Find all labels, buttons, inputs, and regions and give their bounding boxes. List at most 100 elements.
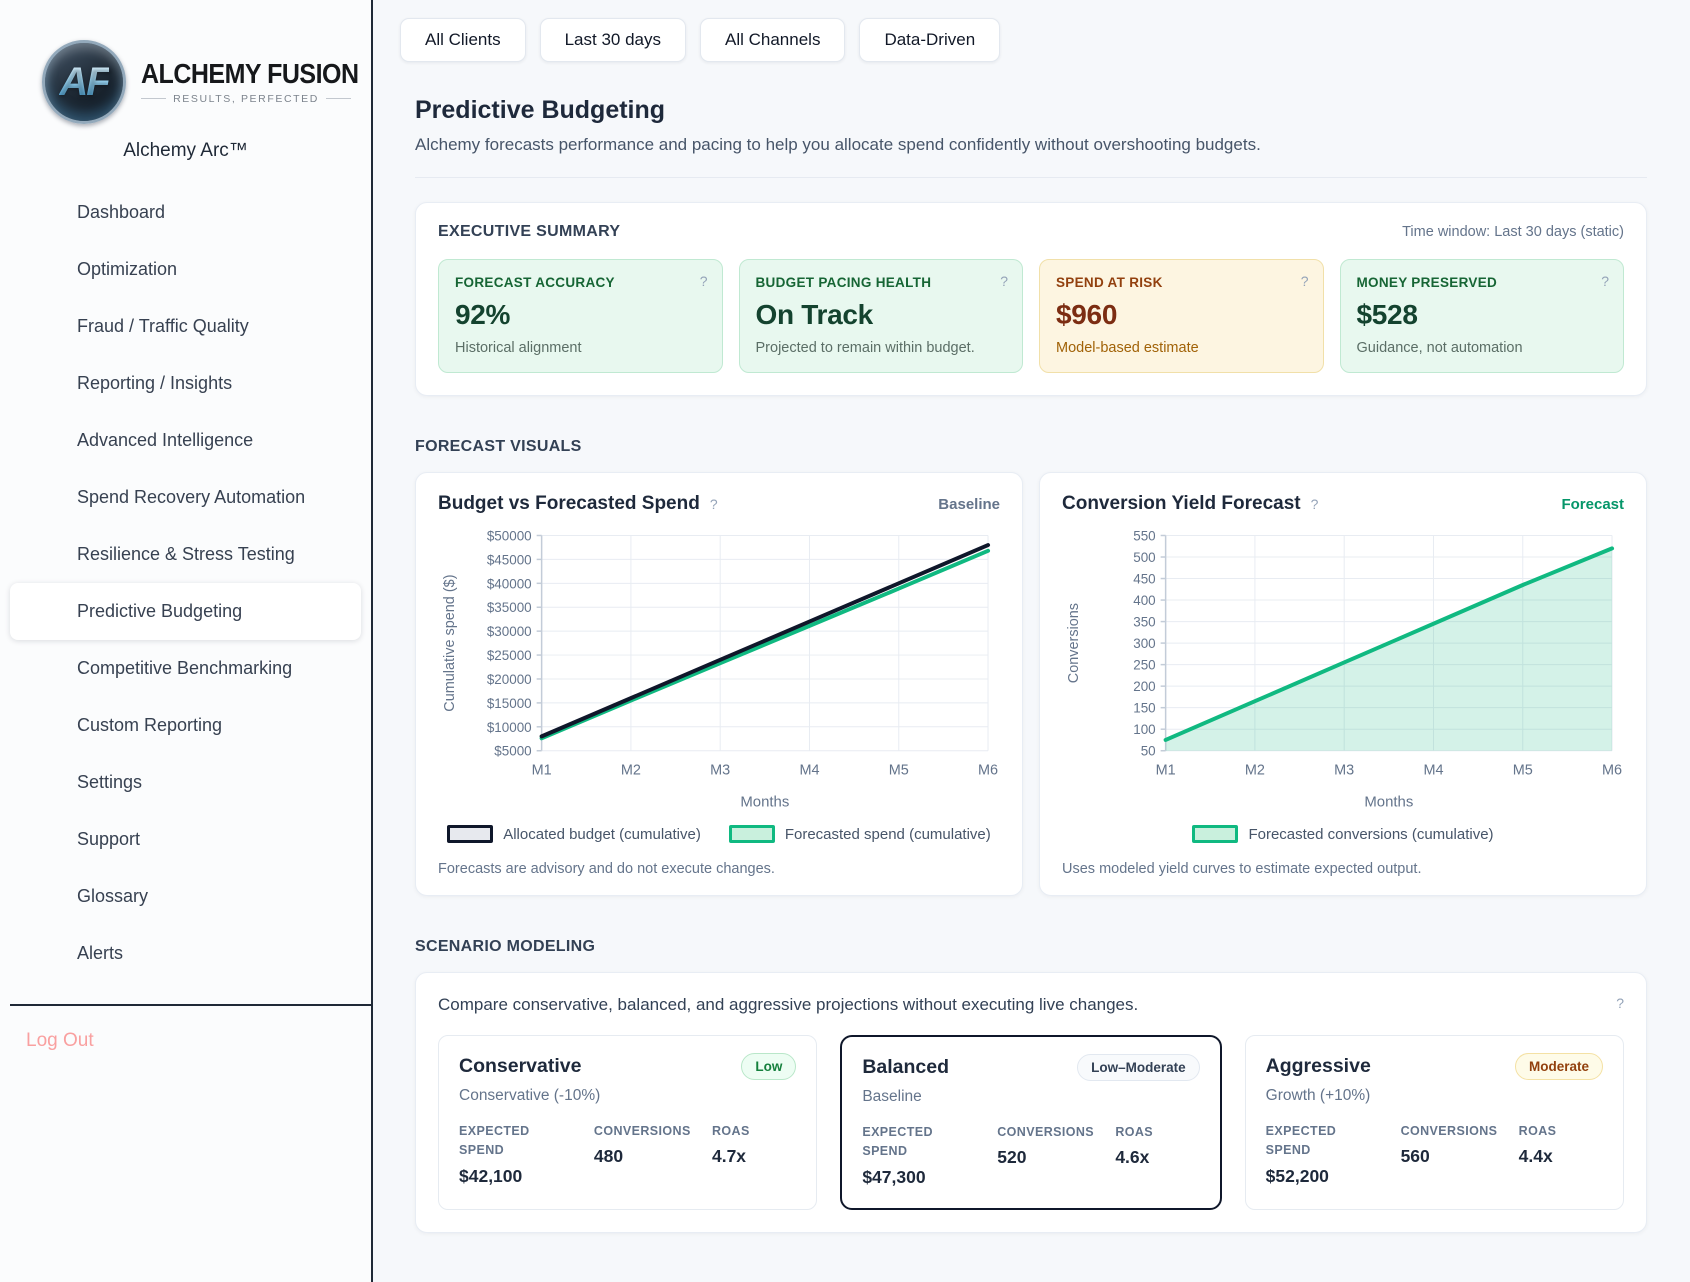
scenario-subtitle: Conservative (-10%) <box>459 1087 601 1104</box>
filter-pill-last-30-days[interactable]: Last 30 days <box>539 18 686 62</box>
x-axis-title: Months <box>740 794 789 811</box>
sidebar-item-fraud-traffic-quality[interactable]: Fraud / Traffic Quality <box>0 298 371 355</box>
sidebar-item-spend-recovery-automation[interactable]: Spend Recovery Automation <box>0 469 371 526</box>
sidebar-item-label: Fraud / Traffic Quality <box>77 316 249 336</box>
sidebar-item-reporting-insights[interactable]: Reporting / Insights <box>0 355 371 412</box>
scenario-name: Conservative <box>459 1055 582 1077</box>
scenario-card-balanced[interactable]: Balanced Low–Moderate Baseline EXPECTED … <box>840 1035 1222 1210</box>
scenario-risk-badge: Low <box>741 1053 797 1080</box>
scenario-risk-badge: Moderate <box>1514 1053 1603 1080</box>
main-content: All Clients Last 30 days All Channels Data-… <box>373 0 1690 1282</box>
svg-text:350: 350 <box>1133 615 1155 630</box>
filter-pill-all-channels[interactable]: All Channels <box>700 18 846 62</box>
logout-link[interactable]: Log Out <box>26 1030 94 1051</box>
stat-caption: Guidance, not automation <box>1356 340 1523 356</box>
sidebar-item-label: Competitive Benchmarking <box>77 658 293 678</box>
sidebar-item-resilience-stress-testing[interactable]: Resilience & Stress Testing <box>0 526 371 583</box>
sidebar-item-predictive-budgeting[interactable]: Predictive Budgeting <box>10 583 361 640</box>
help-icon[interactable]: ? <box>1300 273 1309 289</box>
executive-summary-panel: EXECUTIVE SUMMARY Time window: Last 30 d… <box>415 202 1647 396</box>
y-axis-title: Cumulative spend ($) <box>442 574 458 711</box>
sidebar-item-label: Support <box>77 829 141 849</box>
sidebar-item-support[interactable]: Support <box>0 811 371 868</box>
legend-item: Forecasted conversions (cumulative) <box>1192 825 1494 843</box>
sidebar-item-settings[interactable]: Settings <box>0 754 371 811</box>
svg-text:$15000: $15000 <box>487 696 532 711</box>
stat-value: $528 <box>1356 299 1418 330</box>
svg-text:M3: M3 <box>1334 763 1354 779</box>
brand: AF ALCHEMY FUSION RESULTS, PERFECTED <box>0 0 371 124</box>
help-icon[interactable]: ? <box>1616 995 1624 1011</box>
svg-text:400: 400 <box>1133 593 1155 608</box>
chart-title: Conversion Yield Forecast <box>1062 493 1301 514</box>
svg-text:M1: M1 <box>1156 763 1176 779</box>
brand-name: ALCHEMY FUSION <box>141 57 359 90</box>
scenario-stat-conversions: CONVERSIONS 480 <box>594 1122 712 1187</box>
chart-title: Budget vs Forecasted Spend <box>438 493 700 514</box>
sidebar-item-alerts[interactable]: Alerts <box>0 925 371 982</box>
legend-item: Allocated budget (cumulative) <box>447 825 701 843</box>
svg-text:M2: M2 <box>1245 763 1265 779</box>
help-icon[interactable]: ? <box>699 273 708 289</box>
svg-text:$25000: $25000 <box>487 648 532 663</box>
sidebar-nav: Dashboard Optimization Fraud / Traffic Q… <box>0 184 371 982</box>
scenario-stat-label: EXPECTED SPEND <box>1265 1124 1337 1158</box>
sidebar-divider <box>10 1004 371 1006</box>
scenario-stat-value: 480 <box>593 1146 624 1167</box>
help-icon[interactable]: ? <box>709 496 718 512</box>
scenario-stat-label: ROAS <box>1115 1125 1154 1139</box>
filter-pill-data-driven[interactable]: Data-Driven <box>859 18 1001 62</box>
stat-label: BUDGET PACING HEALTH <box>755 275 932 290</box>
svg-text:200: 200 <box>1133 679 1155 694</box>
filter-pill-all-clients[interactable]: All Clients <box>400 18 526 62</box>
scenario-stat-expected-spend: EXPECTED SPEND $47,300 <box>862 1123 997 1188</box>
svg-text:$35000: $35000 <box>487 600 532 615</box>
sidebar-item-custom-reporting[interactable]: Custom Reporting <box>0 697 371 754</box>
scenario-cards: Conservative Low Conservative (-10%) EXP… <box>438 1035 1624 1210</box>
legend-item: Forecasted spend (cumulative) <box>728 825 991 843</box>
sidebar-item-glossary[interactable]: Glossary <box>0 868 371 925</box>
scenario-modeling-heading: SCENARIO MODELING <box>415 938 596 955</box>
sidebar-item-label: Reporting / Insights <box>77 373 233 393</box>
stat-value: $960 <box>1056 299 1118 330</box>
stat-label: MONEY PRESERVED <box>1356 275 1498 290</box>
tagline-rule <box>325 98 351 99</box>
scenario-intro: Compare conservative, balanced, and aggr… <box>438 995 1139 1014</box>
svg-text:M4: M4 <box>799 763 819 779</box>
legend-swatch-icon <box>728 825 775 843</box>
chart-card-budget-vs-forecasted-spend: Budget vs Forecasted Spend ? Baseline $5… <box>415 472 1023 896</box>
help-icon[interactable]: ? <box>1000 273 1008 289</box>
svg-text:300: 300 <box>1133 636 1155 651</box>
scenario-stat-label: ROAS <box>711 1124 750 1138</box>
stat-label: SPEND AT RISK <box>1056 275 1163 290</box>
scenario-stat-expected-spend: EXPECTED SPEND $42,100 <box>459 1122 594 1187</box>
scenario-stat-label: CONVERSIONS <box>997 1125 1095 1139</box>
sidebar-item-advanced-intelligence[interactable]: Advanced Intelligence <box>0 412 371 469</box>
tagline-rule <box>141 98 167 99</box>
stat-caption: Model-based estimate <box>1056 340 1199 356</box>
svg-text:100: 100 <box>1133 722 1155 737</box>
scenario-stats: EXPECTED SPEND $42,100 CONVERSIONS 480 R… <box>459 1122 796 1187</box>
scenario-stat-conversions: CONVERSIONS 520 <box>997 1123 1115 1188</box>
svg-text:$45000: $45000 <box>487 552 532 567</box>
chart-plot: $5000 $10000 $15000 $20000 $25000 $30000 $3500… <box>442 528 998 811</box>
scenario-card-conservative[interactable]: Conservative Low Conservative (-10%) EXP… <box>438 1035 818 1210</box>
help-icon[interactable]: ? <box>1310 496 1319 512</box>
content-divider <box>415 177 1647 178</box>
sidebar-item-dashboard[interactable]: Dashboard <box>0 184 371 241</box>
filter-bar: All Clients Last 30 days All Channels Data-… <box>400 18 1647 62</box>
scenario-stats: EXPECTED SPEND $52,200 CONVERSIONS 560 R… <box>1266 1122 1603 1187</box>
sidebar-item-optimization[interactable]: Optimization <box>0 241 371 298</box>
scenario-stat-value: 520 <box>997 1147 1027 1168</box>
sidebar-item-label: Resilience & Stress Testing <box>77 544 295 564</box>
sidebar-item-label: Advanced Intelligence <box>77 430 254 450</box>
scenario-card-aggressive[interactable]: Aggressive Moderate Growth (+10%) EXPECT… <box>1244 1035 1624 1210</box>
svg-text:M1: M1 <box>532 763 552 779</box>
sidebar-item-competitive-benchmarking[interactable]: Competitive Benchmarking <box>0 640 371 697</box>
page-subtitle: Alchemy forecasts performance and pacing… <box>415 135 1261 154</box>
brand-tagline: RESULTS, PERFECTED <box>141 93 351 105</box>
help-icon[interactable]: ? <box>1601 273 1609 289</box>
legend-label: Allocated budget (cumulative) <box>503 825 701 843</box>
scenario-name: Aggressive <box>1265 1055 1371 1077</box>
stat-value: 92% <box>455 299 511 330</box>
